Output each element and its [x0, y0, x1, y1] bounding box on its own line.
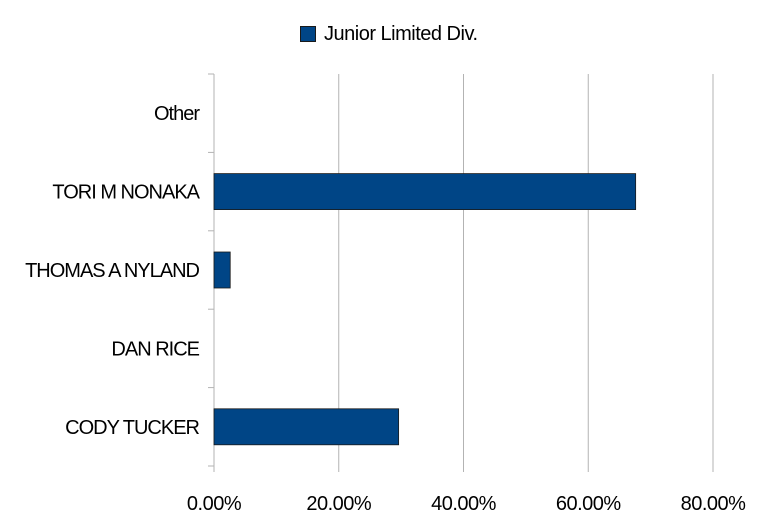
category-label: THOMAS A NYLAND — [25, 260, 199, 282]
bar — [213, 173, 637, 211]
category-label: DAN RICE — [111, 338, 199, 360]
category-label: CODY TUCKER — [65, 417, 199, 439]
bar — [213, 251, 231, 289]
legend-swatch — [300, 26, 316, 42]
bar — [213, 408, 400, 446]
x-tick-label: 80.00% — [681, 493, 747, 515]
legend: Junior Limited Div. — [300, 20, 478, 48]
category-label: TORI M NONAKA — [52, 182, 200, 204]
category-label: Other — [154, 103, 200, 125]
legend-label: Junior Limited Div. — [324, 22, 478, 45]
x-tick-label: 40.00% — [431, 493, 497, 515]
x-tick-label: 60.00% — [556, 493, 622, 515]
x-tick-label: 0.00% — [187, 493, 242, 515]
x-tick-label: 20.00% — [306, 493, 372, 515]
